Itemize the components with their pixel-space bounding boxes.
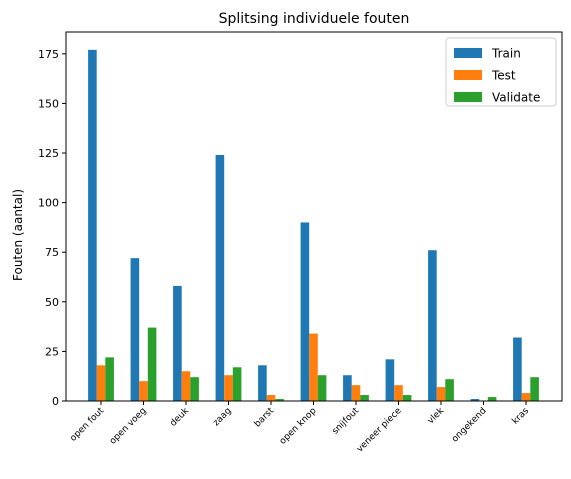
x-tick-label: vlek bbox=[426, 405, 447, 426]
bar-validate-deuk bbox=[190, 377, 199, 401]
legend-swatch-train bbox=[454, 48, 482, 58]
bar-train-vlek bbox=[428, 250, 437, 401]
bar-test-open-fout bbox=[96, 365, 106, 401]
y-tick-label: 25 bbox=[45, 345, 59, 358]
x-tick-label: open voeg bbox=[108, 406, 149, 447]
bar-validate-barst bbox=[275, 399, 284, 401]
bar-test-vlek bbox=[436, 387, 446, 401]
bar-train-open-voeg bbox=[130, 258, 140, 401]
legend-label-validate: Validate bbox=[492, 91, 540, 105]
bar-validate-snijfout bbox=[360, 395, 369, 401]
bar-test-veneer-piece bbox=[394, 385, 403, 401]
x-tick-label: kras bbox=[511, 406, 532, 427]
bar-train-veneer-piece bbox=[385, 359, 395, 401]
bar-validate-vlek bbox=[445, 379, 454, 401]
bar-test-deuk bbox=[181, 371, 191, 401]
bar-train-snijfout bbox=[343, 375, 352, 401]
y-tick-label: 0 bbox=[52, 395, 59, 408]
bar-test-open-knop bbox=[309, 333, 318, 401]
bar-test-kras bbox=[521, 393, 531, 401]
x-ticks-group: open fout open voeg deuk zaag barst open knop… bbox=[68, 401, 531, 454]
bar-validate-ongekend bbox=[487, 397, 497, 401]
bar-train-kras bbox=[513, 337, 522, 401]
bar-test-zaag bbox=[224, 375, 233, 401]
x-tick-label: barst bbox=[253, 406, 277, 430]
bar-train-zaag bbox=[215, 155, 225, 401]
y-tick-label: 150 bbox=[38, 97, 59, 110]
legend-swatch-validate bbox=[454, 92, 482, 102]
chart-title: Splitsing individuele fouten bbox=[219, 11, 410, 27]
legend-label-train: Train bbox=[491, 47, 521, 61]
legend: Train Test Validate bbox=[445, 37, 557, 107]
legend-label-test: Test bbox=[491, 69, 516, 83]
bar-train-deuk bbox=[173, 285, 182, 401]
bars-group bbox=[88, 49, 539, 401]
x-tick-label: ongekend bbox=[450, 406, 488, 444]
bar-validate-open-fout bbox=[105, 357, 114, 401]
bar-train-open-fout bbox=[88, 49, 97, 401]
y-tick-label: 50 bbox=[45, 296, 59, 309]
x-tick-label: deuk bbox=[168, 405, 191, 428]
x-tick-label: veneer piece bbox=[355, 406, 404, 455]
bar-test-barst bbox=[266, 395, 276, 401]
plot-frame bbox=[65, 31, 563, 402]
x-tick-label: open knop bbox=[278, 406, 319, 447]
bar-validate-veneer-piece bbox=[402, 395, 412, 401]
y-ticks-group: 0 25 50 75 100 125 150 175 bbox=[38, 48, 66, 408]
y-tick-label: 75 bbox=[45, 246, 59, 259]
legend-swatch-test bbox=[454, 70, 482, 80]
bar-train-barst bbox=[258, 365, 267, 401]
bar-validate-kras bbox=[530, 377, 539, 401]
bar-train-ongekend bbox=[470, 399, 480, 401]
x-tick-label: zaag bbox=[211, 406, 233, 428]
bar-test-open-voeg bbox=[139, 381, 148, 401]
x-tick-label: open fout bbox=[68, 406, 106, 444]
y-tick-label: 100 bbox=[38, 197, 59, 210]
x-tick-label: snijfout bbox=[330, 406, 361, 437]
y-axis-label: Fouten (aantal) bbox=[11, 189, 25, 281]
bar-validate-open-knop bbox=[317, 375, 327, 401]
bar-validate-zaag bbox=[232, 367, 242, 401]
bar-validate-open-voeg bbox=[147, 327, 157, 401]
y-tick-label: 175 bbox=[38, 48, 59, 61]
bar-test-snijfout bbox=[351, 385, 361, 401]
bar-train-open-knop bbox=[300, 222, 310, 401]
y-tick-label: 125 bbox=[38, 147, 59, 160]
